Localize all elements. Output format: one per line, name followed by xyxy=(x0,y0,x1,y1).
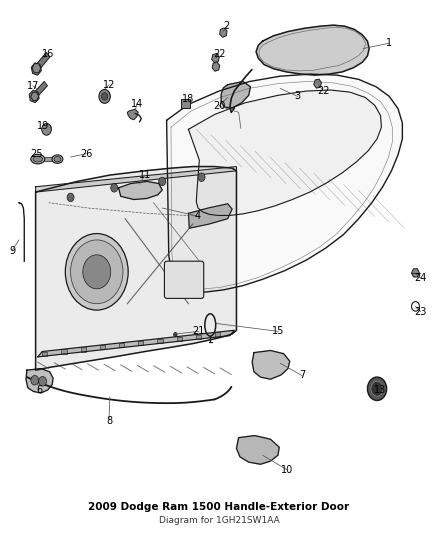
Polygon shape xyxy=(127,109,138,120)
FancyBboxPatch shape xyxy=(61,350,67,354)
FancyBboxPatch shape xyxy=(196,335,201,339)
Text: 9: 9 xyxy=(9,246,15,255)
Text: 16: 16 xyxy=(42,49,54,59)
Text: 15: 15 xyxy=(272,326,285,336)
Circle shape xyxy=(198,173,205,181)
Text: Diagram for 1GH21SW1AA: Diagram for 1GH21SW1AA xyxy=(159,516,279,525)
Circle shape xyxy=(65,233,128,310)
Text: 13: 13 xyxy=(374,385,387,395)
FancyBboxPatch shape xyxy=(81,348,86,352)
Text: 12: 12 xyxy=(103,80,115,90)
Circle shape xyxy=(67,193,74,201)
Text: 19: 19 xyxy=(36,121,49,131)
Text: 11: 11 xyxy=(139,170,151,180)
Polygon shape xyxy=(31,92,39,101)
Circle shape xyxy=(99,90,110,103)
Text: 8: 8 xyxy=(106,416,112,426)
Text: 10: 10 xyxy=(281,465,293,474)
Ellipse shape xyxy=(33,156,42,162)
Polygon shape xyxy=(237,435,279,464)
Circle shape xyxy=(71,240,123,304)
Circle shape xyxy=(83,255,111,289)
Polygon shape xyxy=(32,82,47,99)
Polygon shape xyxy=(38,330,234,357)
Text: 1: 1 xyxy=(386,38,392,48)
Polygon shape xyxy=(26,368,53,393)
FancyBboxPatch shape xyxy=(177,337,182,341)
Polygon shape xyxy=(32,63,41,73)
Ellipse shape xyxy=(54,157,61,162)
Text: 21: 21 xyxy=(193,326,205,336)
Circle shape xyxy=(39,376,46,386)
Text: 18: 18 xyxy=(182,93,194,103)
Circle shape xyxy=(367,377,387,400)
FancyBboxPatch shape xyxy=(181,99,190,108)
Ellipse shape xyxy=(52,155,63,164)
Polygon shape xyxy=(35,166,237,370)
Text: 25: 25 xyxy=(30,149,43,159)
Polygon shape xyxy=(45,124,51,132)
Circle shape xyxy=(42,124,51,135)
Text: 6: 6 xyxy=(36,385,42,395)
Text: 3: 3 xyxy=(294,91,300,101)
Circle shape xyxy=(371,381,383,396)
Polygon shape xyxy=(412,269,420,277)
FancyBboxPatch shape xyxy=(138,341,144,345)
Text: 24: 24 xyxy=(414,273,427,283)
Ellipse shape xyxy=(31,155,45,164)
Polygon shape xyxy=(212,62,220,71)
Polygon shape xyxy=(119,181,162,199)
Text: 17: 17 xyxy=(27,81,39,91)
Text: 26: 26 xyxy=(80,149,92,159)
Circle shape xyxy=(173,333,177,337)
Text: 22: 22 xyxy=(213,49,225,59)
FancyBboxPatch shape xyxy=(119,343,124,348)
Text: 2009 Dodge Ram 1500 Handle-Exterior Door: 2009 Dodge Ram 1500 Handle-Exterior Door xyxy=(88,502,350,512)
FancyBboxPatch shape xyxy=(215,333,220,337)
Polygon shape xyxy=(220,28,227,37)
Text: 20: 20 xyxy=(213,101,225,111)
Circle shape xyxy=(159,177,166,185)
Circle shape xyxy=(31,375,39,385)
Polygon shape xyxy=(252,351,290,379)
Polygon shape xyxy=(188,90,381,215)
Text: 14: 14 xyxy=(131,99,143,109)
Polygon shape xyxy=(35,52,50,71)
Polygon shape xyxy=(188,204,232,228)
Polygon shape xyxy=(221,82,251,108)
Polygon shape xyxy=(35,166,237,192)
Polygon shape xyxy=(29,90,39,103)
Text: 4: 4 xyxy=(194,211,200,221)
FancyBboxPatch shape xyxy=(157,339,162,343)
Polygon shape xyxy=(44,157,52,161)
Polygon shape xyxy=(212,53,219,63)
Text: 2: 2 xyxy=(224,21,230,31)
Text: 7: 7 xyxy=(299,370,305,381)
Polygon shape xyxy=(166,74,403,292)
FancyBboxPatch shape xyxy=(164,261,204,298)
Circle shape xyxy=(111,183,118,192)
Polygon shape xyxy=(314,79,321,88)
Circle shape xyxy=(102,93,108,100)
FancyBboxPatch shape xyxy=(100,345,105,350)
FancyBboxPatch shape xyxy=(42,352,47,356)
Text: 23: 23 xyxy=(414,306,427,317)
Polygon shape xyxy=(256,25,369,75)
Text: 22: 22 xyxy=(318,86,330,96)
Polygon shape xyxy=(31,63,41,75)
